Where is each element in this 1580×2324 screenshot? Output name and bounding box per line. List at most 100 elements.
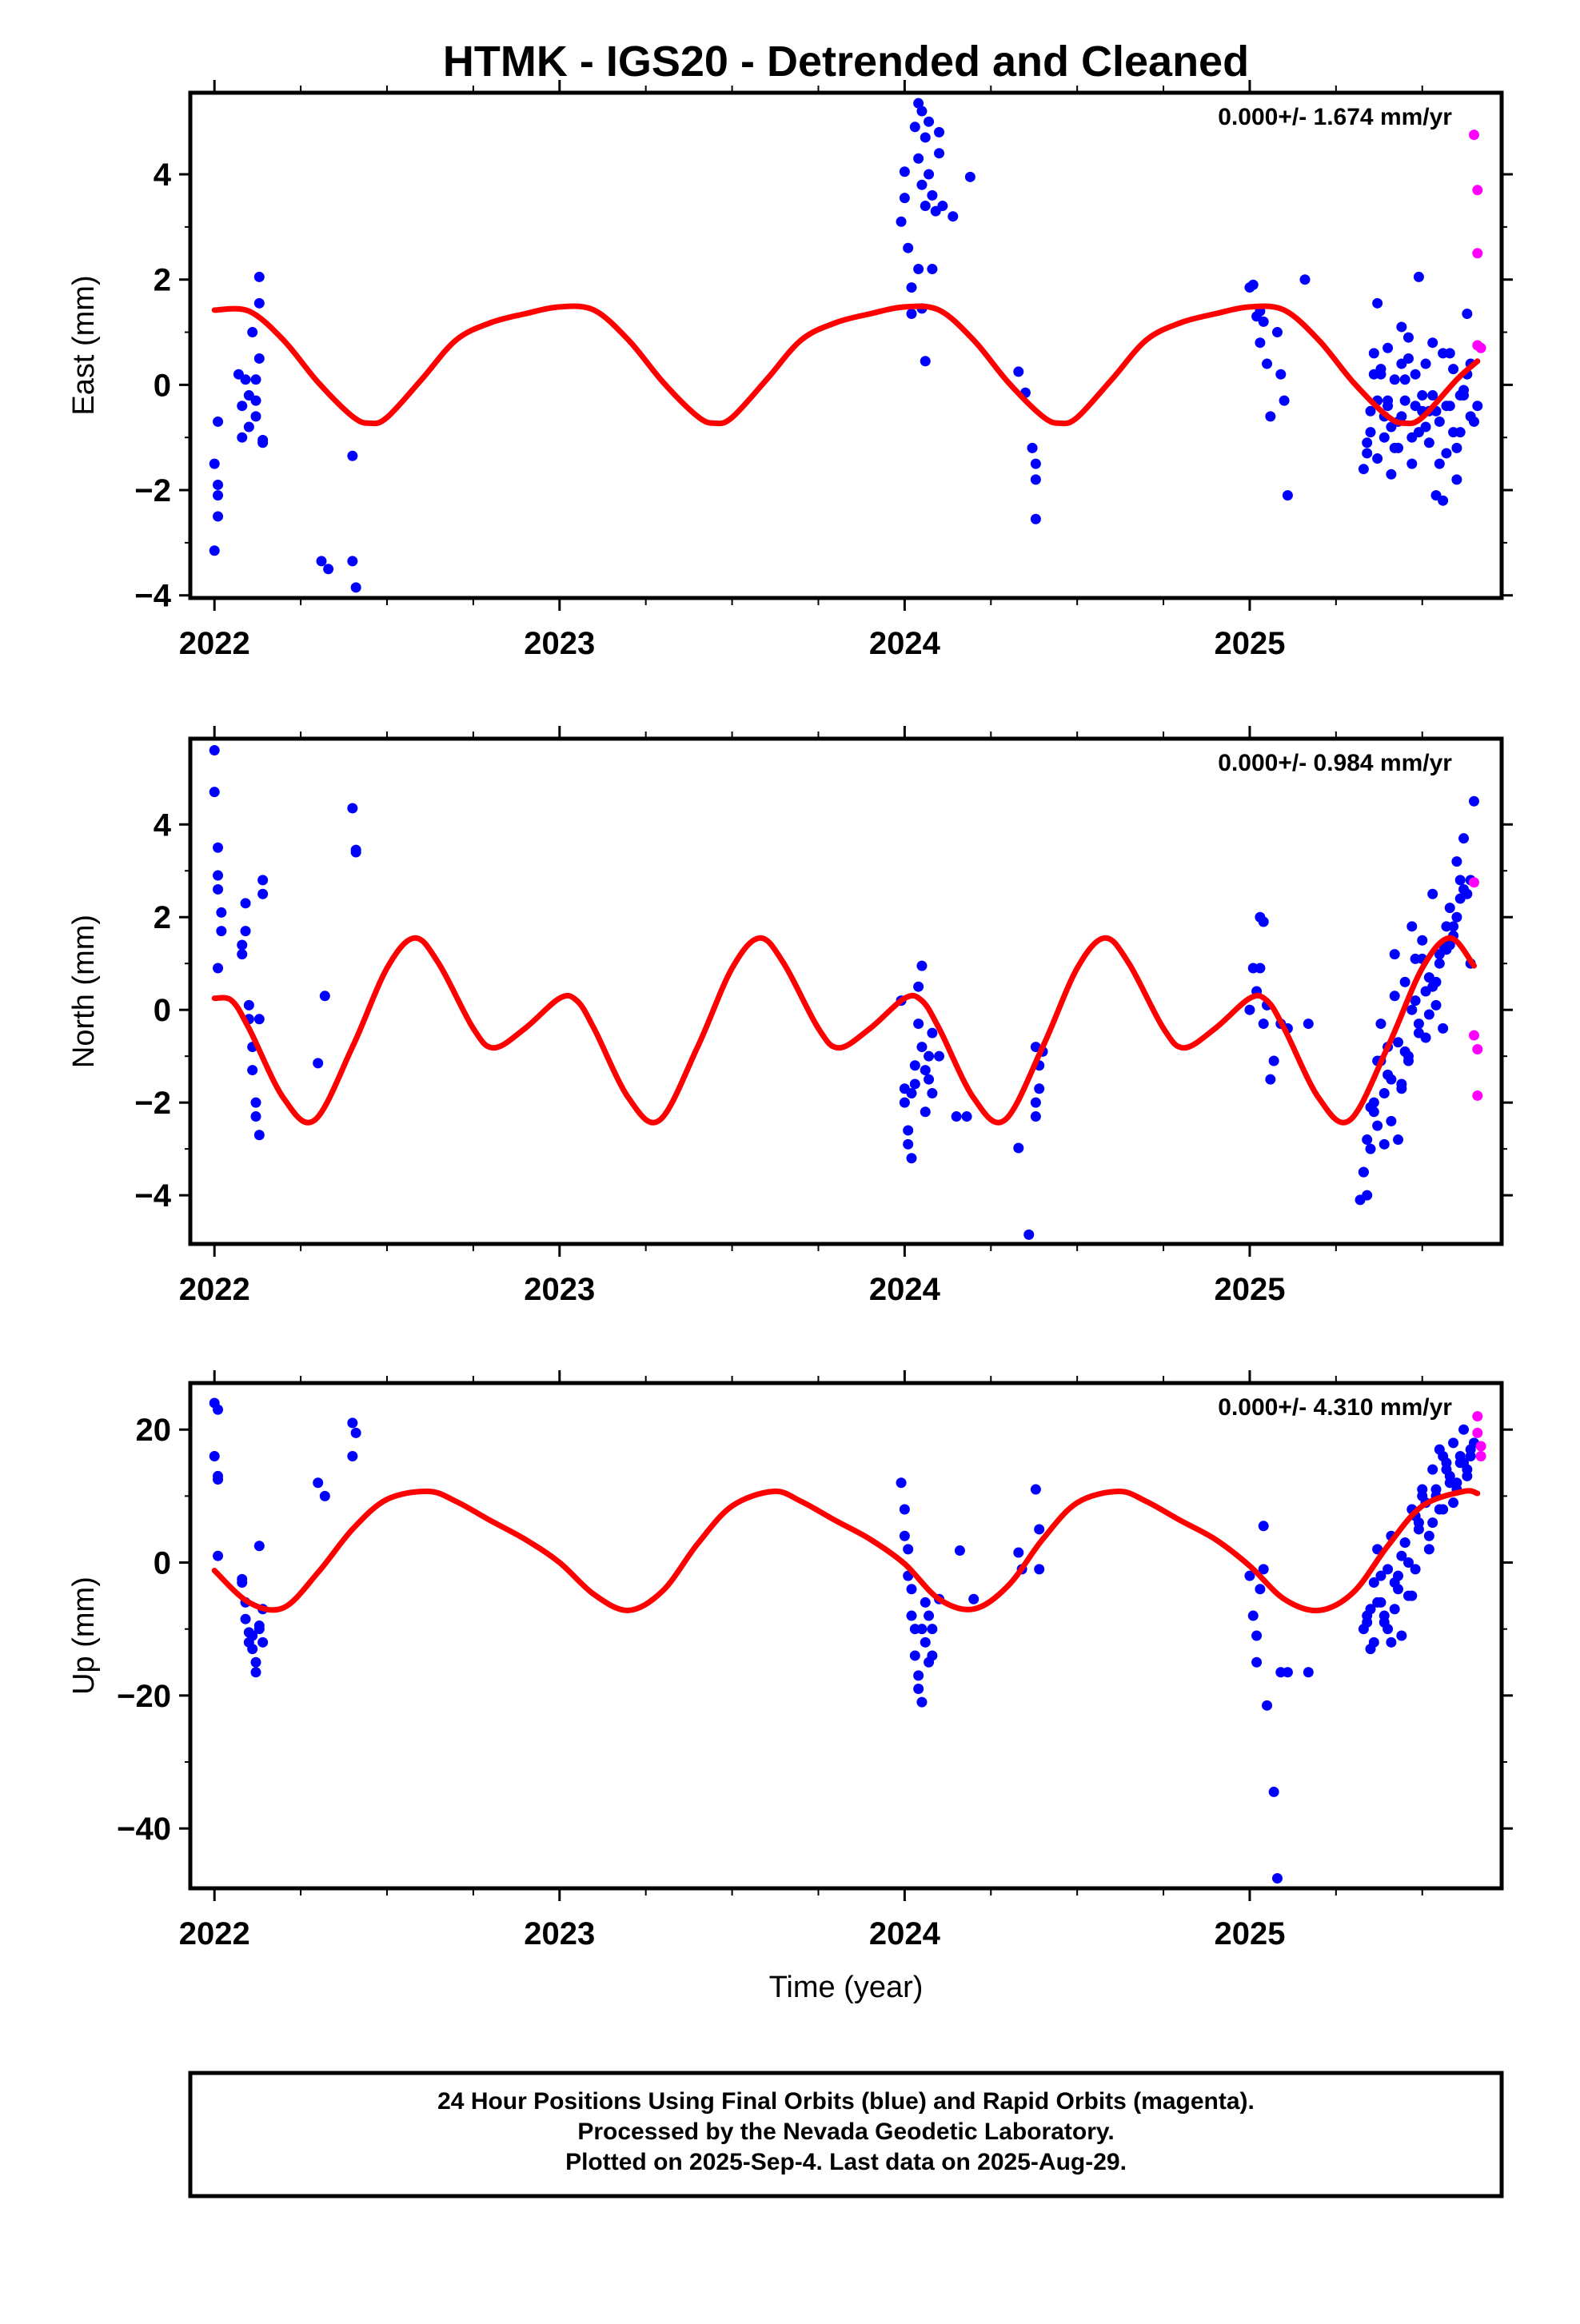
east-final-point bbox=[316, 556, 327, 567]
up-plot-area bbox=[209, 1397, 1486, 1884]
east-final-point bbox=[916, 106, 928, 117]
east-final-point bbox=[1434, 416, 1445, 427]
east-final-point bbox=[924, 169, 935, 180]
up-final-point bbox=[1458, 1457, 1470, 1469]
north-final-point bbox=[903, 1125, 914, 1136]
east-final-point bbox=[899, 166, 910, 177]
east-final-point bbox=[1406, 458, 1418, 469]
north-final-point bbox=[347, 803, 358, 814]
up-final-point bbox=[1389, 1577, 1400, 1588]
north-final-point bbox=[1268, 1055, 1279, 1066]
east-rapid-point bbox=[1468, 130, 1479, 141]
up-final-point bbox=[1448, 1437, 1459, 1449]
up-ylabel: Up (mm) bbox=[67, 1577, 101, 1695]
north-final-point bbox=[916, 960, 928, 971]
up-final-point bbox=[1423, 1530, 1434, 1541]
east-xtick-label: 2024 bbox=[869, 626, 941, 661]
east-final-point bbox=[1255, 337, 1266, 349]
north-final-point bbox=[1454, 893, 1466, 904]
east-final-point bbox=[1368, 348, 1379, 359]
up-final-point bbox=[1034, 1524, 1045, 1535]
east-final-point bbox=[913, 153, 924, 164]
east-final-point bbox=[1372, 297, 1383, 309]
up-final-point bbox=[1282, 1667, 1293, 1678]
east-model-curve bbox=[211, 303, 1481, 427]
east-final-point bbox=[1386, 468, 1397, 480]
north-final-point bbox=[237, 949, 248, 960]
north-final-point bbox=[1034, 1083, 1045, 1094]
east-rate-label: 0.000+/- 1.674 mm/yr bbox=[1218, 104, 1452, 130]
east-final-point bbox=[1299, 274, 1311, 285]
north-final-point bbox=[1396, 1083, 1407, 1094]
up-final-point bbox=[1444, 1477, 1455, 1489]
north-final-point bbox=[927, 1027, 938, 1038]
north-final-point bbox=[213, 870, 224, 881]
north-final-point bbox=[247, 1065, 258, 1076]
north-final-point bbox=[961, 1111, 972, 1122]
up-final-point bbox=[253, 1541, 265, 1552]
up-final-point bbox=[1379, 1610, 1390, 1621]
up-final-point bbox=[1434, 1504, 1445, 1515]
up-final-point bbox=[1430, 1484, 1442, 1495]
north-final-point bbox=[319, 991, 330, 1002]
east-frame bbox=[188, 90, 1504, 600]
north-final-point bbox=[920, 1065, 931, 1076]
north-final-point bbox=[1430, 999, 1442, 1011]
north-final-point bbox=[1458, 833, 1470, 844]
east-final-point bbox=[927, 264, 938, 275]
east-final-point bbox=[1027, 442, 1038, 453]
up-ytick-label: −40 bbox=[117, 1812, 171, 1847]
up-final-point bbox=[313, 1477, 324, 1489]
north-final-point bbox=[1434, 958, 1445, 969]
north-final-point bbox=[1427, 888, 1438, 899]
east-ytick-label: −2 bbox=[134, 473, 171, 508]
up-final-point bbox=[1423, 1544, 1434, 1555]
east-rapid-point bbox=[1472, 185, 1483, 196]
north-final-point bbox=[213, 842, 224, 853]
east-final-point bbox=[1441, 401, 1452, 412]
east-final-point bbox=[1396, 321, 1407, 333]
up-final-point bbox=[924, 1610, 935, 1621]
north-final-point bbox=[906, 1153, 917, 1164]
up-final-point bbox=[209, 1450, 220, 1461]
up-final-point bbox=[1258, 1521, 1269, 1532]
up-final-point bbox=[1268, 1786, 1279, 1797]
north-final-point bbox=[1365, 1143, 1376, 1154]
east-panel: −4 −2 0 2 4 2022 2023 2024 2025 East (mm) 0.000+/-… bbox=[67, 80, 1513, 661]
east-final-point bbox=[934, 126, 945, 138]
up-final-point bbox=[1034, 1564, 1045, 1575]
up-rapid-point bbox=[1472, 1427, 1483, 1438]
up-final-point bbox=[1382, 1624, 1394, 1635]
up-final-point bbox=[1303, 1667, 1314, 1678]
north-rapid-point bbox=[1472, 1090, 1483, 1101]
north-final-point bbox=[216, 926, 227, 937]
up-model-curve bbox=[211, 1488, 1481, 1614]
east-final-point bbox=[924, 116, 935, 127]
up-final-point bbox=[347, 1417, 358, 1429]
up-rapid-point bbox=[1472, 1411, 1483, 1422]
north-final-point bbox=[1399, 976, 1410, 987]
up-final-point bbox=[1362, 1616, 1373, 1628]
north-ytick-label: −4 bbox=[134, 1178, 171, 1214]
north-final-point bbox=[1255, 963, 1266, 974]
east-final-point bbox=[213, 511, 224, 522]
east-final-point bbox=[1282, 490, 1293, 501]
east-final-point bbox=[350, 582, 361, 593]
north-xtick-label: 2025 bbox=[1214, 1272, 1285, 1307]
north-ytick-label: 4 bbox=[154, 807, 172, 843]
north-final-point bbox=[250, 1111, 261, 1122]
north-final-point bbox=[906, 1088, 917, 1099]
up-final-point bbox=[319, 1490, 330, 1501]
east-final-point bbox=[250, 411, 261, 422]
north-final-point bbox=[213, 963, 224, 974]
east-final-point bbox=[1465, 411, 1476, 422]
east-final-point bbox=[1420, 358, 1431, 369]
footer-line-1: 24 Hour Positions Using Final Orbits (bl… bbox=[437, 2088, 1255, 2115]
east-xtick-label: 2023 bbox=[524, 626, 595, 661]
north-final-point bbox=[1030, 1111, 1041, 1122]
east-final-point bbox=[934, 148, 945, 159]
up-final-point bbox=[927, 1650, 938, 1661]
up-final-point bbox=[1402, 1557, 1414, 1569]
east-final-point bbox=[899, 193, 910, 204]
